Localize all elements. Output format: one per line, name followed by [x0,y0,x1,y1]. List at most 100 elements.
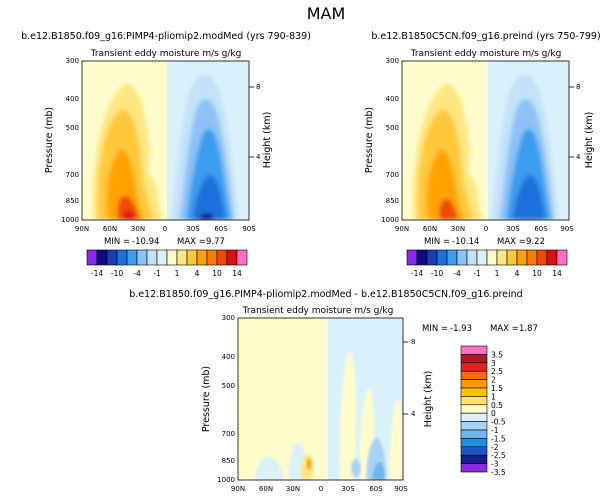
panel-2-xtick: 60S [534,225,548,233]
panel-2-cb-swatch [436,249,448,266]
panel-2-title: b.e12.B1850C5CN.f09_g16.preind (yrs 750-… [371,31,600,42]
panel-2-cb-swatch [556,249,568,266]
panel-1-title: b.e12.B1850.f09_g16.PIMP4-pliomip2.modMe… [21,31,311,42]
panel-1-subtitle: Transient eddy moisture m/s g/kg [90,49,242,59]
panel-diff-xtick: 90N [231,485,245,493]
panel-2-cb-swatch [446,249,458,266]
panel-2-cb-swatch [456,249,468,266]
panel-diff-ytick: 1000 [217,476,235,484]
panel-1-frame [81,60,250,221]
panel-2-colorbar [406,249,568,266]
panel-diff-pos-blob [339,350,356,480]
panel-2-cb-swatch [546,249,558,266]
panel-diff-title: b.e12.B1850.f09_g16.PIMP4-pliomip2.modMe… [129,289,522,300]
panel-diff-cb-label: 0 [491,409,496,418]
panel-2-ytick: 300 [386,57,399,65]
panel-1-colorbar [86,249,248,266]
panel-2-height-label: 8 [576,83,580,91]
panel-diff-ytick: 500 [222,382,235,390]
panel-1-cb-label: 4 [195,269,200,278]
panel-1-neg-contour-4 [192,175,225,220]
panel-diff-cb-swatch [460,463,488,473]
panel-2-min-value: -10.14 [452,237,479,247]
panel-1-neg-contour-5 [198,213,215,220]
panel-2-cb-swatch [426,249,438,266]
panel-diff-cb-swatch [460,370,488,380]
panel-1-xtick: 60S [214,225,228,233]
panel-1-height-label: 4 [256,153,261,161]
panel-1-max-label: MAX = [177,237,206,247]
panel-diff-cb-label: 3 [491,359,496,368]
panel-1-cb-label: -10 [111,269,123,278]
panel-diff-cb-swatch [460,387,488,397]
panel-1-cb-swatch [156,249,168,266]
panel-diff-max-value: 1.87 [519,324,538,334]
panel-diff-height-label: 8 [411,338,415,346]
panel-diff-xtick: 60N [259,485,273,493]
panel-2-ylabel-right: Height (km) [584,112,595,169]
panel-2-ytick: 700 [386,171,399,179]
panel-1-xtick: 90S [242,225,256,233]
panel-2-frame [401,60,570,221]
panel-1: b.e12.B1850.f09_g16.PIMP4-pliomip2.modMe… [21,31,311,278]
panel-1-xtick: 30S [186,225,200,233]
panel-2-cb-label: 14 [552,269,562,278]
panel-diff-cb-label: 2 [491,376,496,385]
panel-2-field [402,61,569,220]
panel-2-ytick: 500 [386,124,399,132]
panel-1-cb-swatch [236,249,248,266]
panel-diff-xtick: 0 [319,485,323,493]
panel-1-min-value: -10.94 [132,237,159,247]
panel-1-cb-swatch [126,249,138,266]
panel-1-cb-label: 10 [212,269,222,278]
panel-2-pos-hole [469,151,477,179]
panel-1-xtick: 0 [163,225,167,233]
panel-diff-cb-label: -1.5 [491,434,506,443]
panel-1-cb-swatch [196,249,208,266]
panel-2-subtitle: Transient eddy moisture m/s g/kg [410,49,562,59]
panel-1-cb-swatch [106,249,118,266]
panel-2-cb-swatch [506,249,518,266]
panel-2-cb-label: -4 [453,269,461,278]
panel-2-height-label: 4 [576,153,581,161]
panel-1-cb-swatch [146,249,158,266]
panel-2-cb-label: -14 [411,269,423,278]
panel-1-min-label: MIN = [104,237,130,247]
panel-1-cb-swatch [116,249,128,266]
panel-diff-cb-swatch [460,429,488,439]
panel-2-cb-swatch [496,249,508,266]
panel-2-xtick: 0 [484,225,488,233]
panel-2-cb-swatch [466,249,478,266]
panel-diff-axes: 90N 60N 30N 0 30S 60S 90S 300 400 500 70… [201,314,434,493]
panel-1-cb-label: 1 [175,269,180,278]
panel-diff-cb-swatch [460,446,488,456]
panel-1-ytick: 300 [66,57,79,65]
panel-1-pos-contour-3 [106,149,146,220]
panel-diff-min-value: -1.93 [450,324,472,334]
panel-diff-frame [237,317,404,481]
panel-diff-neg-blob [255,456,284,480]
panel-diff-ylabel-right: Height (km) [423,371,434,428]
panel-1-ylabel-right: Height (km) [262,112,273,169]
panel-1-xtick: 30N [131,225,145,233]
panel-2-max-value: 9.22 [526,237,545,247]
panel-2-pos-contour-4 [439,198,458,220]
panel-1-cb-label: -14 [91,269,103,278]
panel-1-xtick: 90N [75,225,89,233]
panel-1-cb-swatch [166,249,178,266]
panel-diff-positive-bg [238,318,328,480]
panel-2-cb-swatch [416,249,428,266]
panel-2-cb-swatch [536,249,548,266]
panel-2-ytick: 1000 [381,216,399,224]
panel-1-cb-label: 14 [232,269,242,278]
panel-2-xtick: 90N [395,225,409,233]
panel-diff-cb-label: 0.5 [491,401,503,410]
panel-diff-max-label: MAX = [490,324,519,334]
panel-diff-subtitle: Transient eddy moisture m/s g/kg [242,306,394,316]
panel-2-pos-contour-3 [426,149,466,220]
panel-diff-cb-swatch [460,362,488,372]
panel-1-axes: 90N 60N 30N 0 30S 60S 90S 300 400 500 70… [44,57,273,233]
panel-diff-cb-label: -0.5 [491,418,506,427]
panel-2-cb-label: 4 [515,269,520,278]
